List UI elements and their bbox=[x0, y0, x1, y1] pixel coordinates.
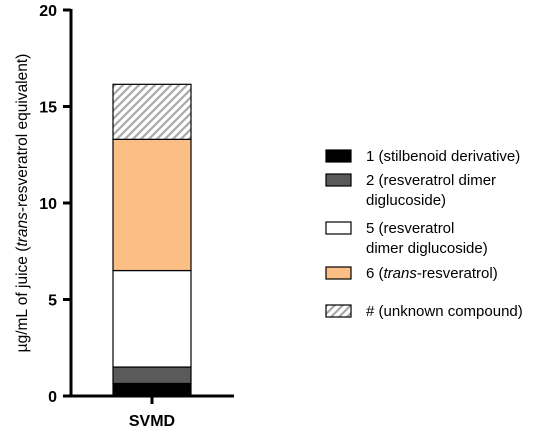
bar-segment-series-3 bbox=[112, 269, 192, 368]
legend-label-series-3: 5 (resveratrol bbox=[366, 220, 454, 237]
legend-label-series-1: 1 (stilbenoid derivative) bbox=[366, 148, 520, 165]
bar-segment-series-5 bbox=[112, 83, 192, 140]
x-tick-label: SVMD bbox=[129, 413, 175, 430]
legend-label-series-5: # (unknown compound) bbox=[366, 303, 523, 320]
bar-segment-series-2 bbox=[112, 366, 192, 385]
y-tick-label: 10 bbox=[39, 196, 57, 213]
y-tick-label: 5 bbox=[48, 293, 57, 310]
legend-label-series-4: 6 (trans-resveratrol) bbox=[366, 265, 498, 282]
legend-swatch-series-4 bbox=[325, 266, 352, 280]
y-tick-label: 20 bbox=[39, 3, 57, 20]
legend-swatch-series-1 bbox=[325, 149, 352, 163]
y-tick-label: 0 bbox=[48, 389, 57, 406]
legend-label-series-2: 2 (resveratrol dimer bbox=[366, 172, 496, 189]
legend-label-series-2: diglucoside) bbox=[366, 192, 446, 209]
legend-swatch-series-5 bbox=[325, 304, 352, 318]
bars-layer bbox=[112, 83, 192, 397]
legend: 1 (stilbenoid derivative) 2 (resveratrol … bbox=[325, 148, 523, 320]
legend-label-series-3: dimer diglucoside) bbox=[366, 240, 488, 257]
y-tick-label: 15 bbox=[39, 100, 57, 117]
legend-swatch-series-3 bbox=[325, 221, 352, 235]
legend-swatch-series-2 bbox=[325, 173, 352, 187]
bar-segment-series-4 bbox=[112, 138, 192, 272]
axes-layer: 0 5 10 15 20 SVMD µg/mL of juice (trans-resver… bbox=[14, 3, 234, 430]
y-axis-label: µg/mL of juice (trans-resveratrol equiva… bbox=[14, 54, 31, 353]
bar-segment-series-1 bbox=[112, 382, 192, 397]
